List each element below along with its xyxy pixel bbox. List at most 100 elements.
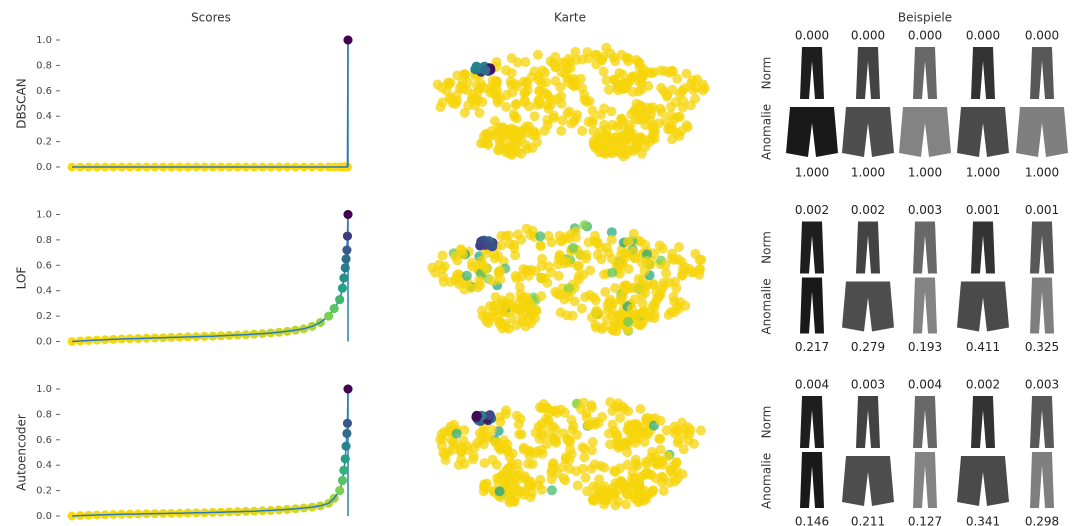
y-tick-label: 0.8 — [36, 235, 52, 246]
map-point — [696, 426, 706, 436]
map-point — [544, 104, 554, 114]
map-point — [516, 272, 526, 282]
map-point — [593, 310, 603, 320]
map-point — [491, 88, 501, 98]
map-point — [443, 78, 453, 88]
y-tick-label: 0.4 — [36, 286, 52, 297]
example-images — [800, 396, 1054, 508]
pants-icon — [856, 47, 880, 99]
map-point — [573, 481, 583, 491]
score-point-top — [344, 385, 353, 394]
y-tick-label: 1.0 — [36, 384, 52, 395]
map-point — [534, 421, 544, 431]
map-point — [592, 482, 602, 492]
map-point — [640, 120, 650, 130]
map-point — [612, 432, 622, 442]
anomaly-score: 0.411 — [966, 340, 1000, 354]
map-point — [656, 83, 666, 93]
map-point — [553, 94, 563, 104]
map-point — [467, 94, 477, 104]
map-point — [457, 443, 467, 453]
map-point — [694, 270, 704, 280]
score-point-top — [342, 429, 351, 438]
map-point — [655, 455, 665, 465]
shorts-icon — [957, 107, 1009, 157]
norm-score: 0.001 — [1025, 203, 1059, 217]
column-title: Karte — [554, 11, 586, 25]
anomaly-score: 1.000 — [966, 166, 1000, 180]
map-point — [548, 459, 558, 469]
map-point — [616, 114, 626, 124]
pants-icon — [913, 396, 937, 448]
map-point — [649, 280, 659, 290]
map-point — [515, 296, 525, 306]
map-point — [588, 126, 598, 136]
y-tick-label: 0.2 — [36, 486, 52, 497]
example-images — [800, 222, 1054, 334]
map-point — [597, 412, 607, 422]
row-label: Norm — [760, 231, 774, 264]
pants-icon — [800, 396, 824, 448]
map-point — [577, 304, 587, 314]
map-point — [605, 48, 615, 58]
map-point — [506, 141, 516, 151]
map-point — [648, 486, 658, 496]
norm-score: 0.000 — [851, 29, 885, 43]
map-point — [515, 282, 525, 292]
map-point — [696, 255, 706, 265]
map-point — [682, 120, 692, 130]
map-point — [460, 459, 470, 469]
norm-score: 0.001 — [966, 203, 1000, 217]
map-point — [622, 284, 632, 294]
map-point — [654, 291, 664, 301]
map — [435, 397, 706, 510]
map-point — [452, 429, 462, 439]
anomaly-score: 0.279 — [851, 340, 885, 354]
map-point — [526, 492, 536, 502]
map-point — [588, 106, 598, 116]
pants-icon — [971, 396, 995, 448]
map — [427, 220, 706, 336]
map-point — [579, 90, 589, 100]
map-point — [540, 126, 550, 136]
map-point — [607, 254, 617, 264]
map-point — [505, 495, 515, 505]
map-point — [649, 67, 659, 77]
map-point — [479, 132, 489, 142]
anomaly-score: 0.298 — [1025, 515, 1059, 526]
map-point — [616, 295, 626, 305]
scores-points — [68, 36, 353, 172]
map-point — [642, 103, 652, 113]
map-point — [542, 439, 552, 449]
map-point — [602, 145, 612, 155]
map-point — [537, 485, 547, 495]
pants-icon — [800, 452, 824, 508]
map-point — [640, 142, 650, 152]
pants-icon — [800, 222, 824, 274]
anomaly-score: 0.127 — [908, 515, 942, 526]
norm-score: 0.002 — [851, 203, 885, 217]
map-point — [551, 62, 561, 72]
y-axis-label: DBSCAN — [15, 78, 29, 128]
map-point — [617, 477, 627, 487]
map-point — [639, 308, 649, 318]
score-point-top — [338, 284, 347, 293]
pants-icon — [913, 452, 937, 508]
map-point — [443, 447, 453, 457]
map-point — [579, 452, 589, 462]
map-point — [573, 262, 583, 272]
column-title: Beispiele — [898, 11, 952, 25]
map-point — [609, 466, 619, 476]
y-tick-label: 0.4 — [36, 111, 52, 122]
map-point — [493, 311, 503, 321]
map-point — [627, 473, 637, 483]
pants-icon — [913, 278, 937, 334]
map-point — [546, 268, 556, 278]
map-point — [500, 319, 510, 329]
map-point — [564, 54, 574, 64]
y-tick-label: 0.8 — [36, 60, 52, 71]
map-point — [623, 237, 633, 247]
shorts-icon — [786, 107, 838, 157]
pants-icon — [800, 278, 824, 334]
map-point — [616, 250, 626, 260]
